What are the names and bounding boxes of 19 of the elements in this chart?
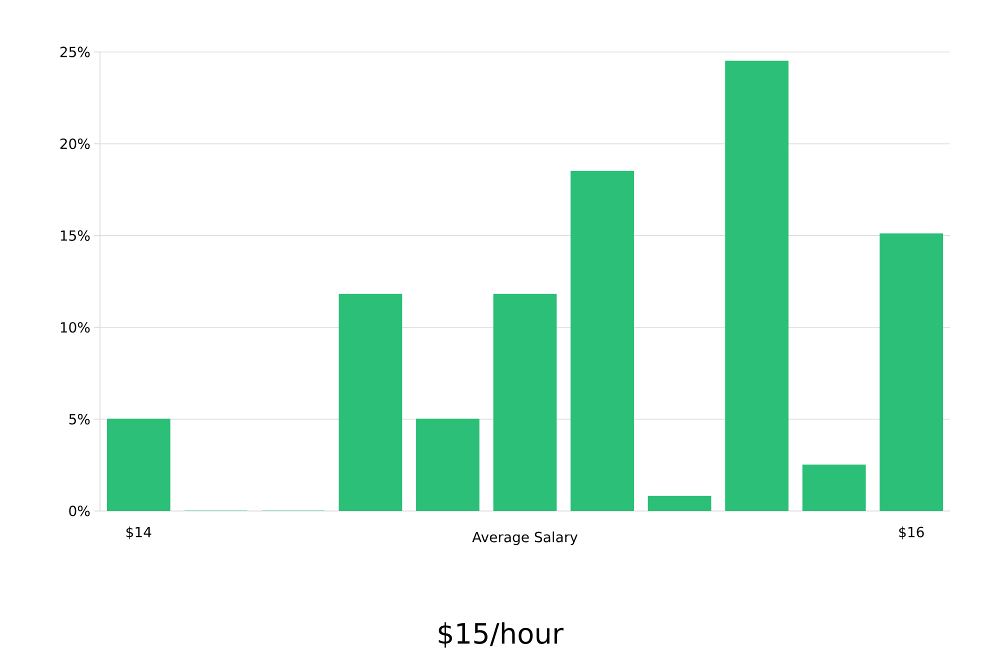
y-tick-label: 5%	[69, 414, 90, 424]
y-tick-label: 25%	[60, 46, 90, 58]
bar	[880, 233, 944, 511]
bar	[570, 170, 634, 511]
bar	[416, 418, 480, 511]
x-tick-label: $16	[899, 526, 924, 540]
bar	[648, 496, 712, 511]
x-axis-title: Average Salary	[472, 532, 578, 546]
bar	[106, 418, 170, 511]
x-tick-label: $14	[126, 526, 152, 540]
bar	[493, 294, 557, 511]
bar	[725, 60, 789, 511]
bar	[338, 294, 402, 511]
bar	[802, 464, 866, 511]
y-tick-label: 20%	[60, 138, 90, 150]
text: $15/hour	[438, 622, 564, 648]
y-tick-label: 15%	[60, 230, 90, 241]
y-tick-label: 0%	[69, 506, 90, 516]
y-tick-label: 10%	[60, 322, 90, 333]
